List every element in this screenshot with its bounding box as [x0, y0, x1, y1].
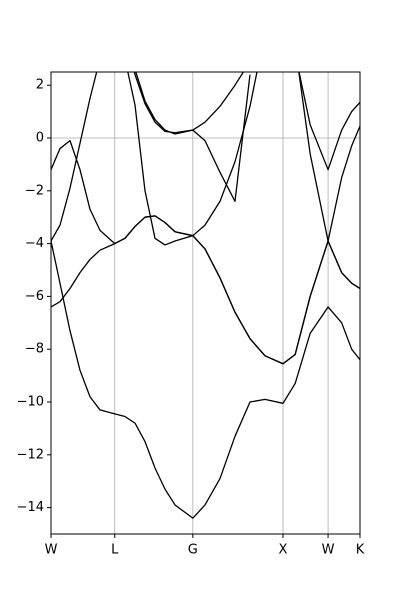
y-tick-label: −10	[17, 395, 44, 410]
x-tick-label: L	[111, 543, 119, 558]
band-line	[133, 72, 360, 203]
y-tick-label: −12	[17, 447, 44, 462]
band-line	[51, 139, 360, 365]
y-tick-label: −4	[25, 236, 44, 251]
band-line	[135, 72, 245, 135]
plot-area	[51, 72, 360, 519]
y-tick-label: −2	[25, 183, 44, 198]
band-line	[51, 72, 360, 246]
band-line	[51, 215, 360, 365]
y-tick-label: 0	[36, 131, 44, 146]
x-tick-label: W	[45, 543, 58, 558]
x-tick-label: G	[188, 543, 198, 558]
x-tick-label: K	[356, 543, 365, 558]
y-tick-label: −6	[25, 289, 44, 304]
y-tick-label: 2	[36, 78, 44, 93]
ticks: 2 0 −2 −4 −6 −8 −10 −12 −14 W L G X W K	[17, 78, 365, 558]
axes-frame	[50, 71, 361, 535]
y-tick-label: −14	[17, 500, 44, 515]
x-tick-label: W	[322, 543, 335, 558]
y-tick-label: −8	[25, 342, 44, 357]
band-line	[51, 240, 360, 519]
x-tick-label: X	[279, 543, 288, 558]
